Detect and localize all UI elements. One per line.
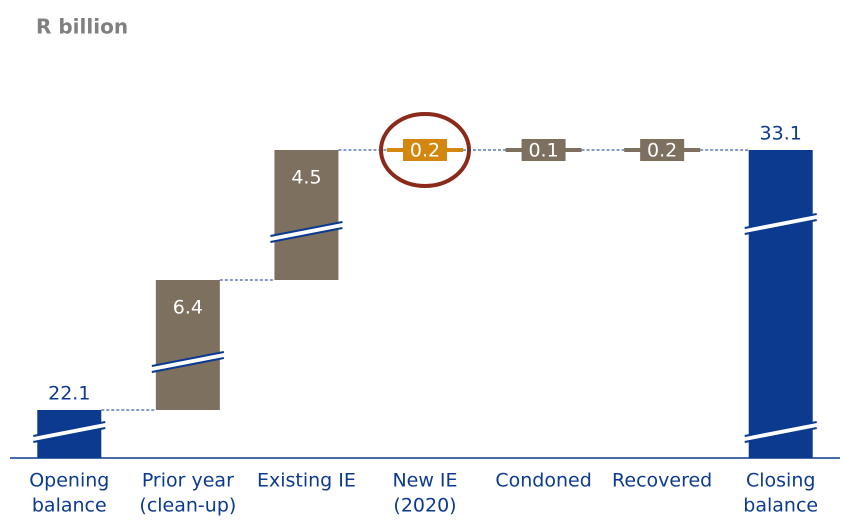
axis-break-line <box>270 227 343 243</box>
value-label: 22.1 <box>48 383 90 405</box>
x-tick-label: balance <box>32 495 107 517</box>
bar <box>640 139 685 161</box>
x-tick-label: Condoned <box>495 470 591 492</box>
axis-break-line <box>33 427 106 443</box>
chart-title: R billion <box>36 15 128 39</box>
x-tick-label: (clean-up) <box>139 495 236 517</box>
value-label: 0.2 <box>647 140 677 162</box>
axis-break <box>270 222 343 242</box>
x-tick-label: Closing <box>746 470 815 492</box>
axis-break-line <box>744 213 817 229</box>
axis-break <box>33 422 106 442</box>
axis-break-line <box>151 351 225 367</box>
axis-break <box>744 214 817 234</box>
bar <box>521 139 566 161</box>
axis-break-line <box>270 221 343 237</box>
value-label: 6.4 <box>173 297 203 319</box>
bar <box>155 280 220 410</box>
bar <box>274 150 339 280</box>
bar <box>748 150 813 458</box>
x-tick-label: New IE <box>392 470 457 492</box>
axis-break <box>744 422 817 442</box>
axis-break <box>151 352 224 372</box>
x-tick-label: Prior year <box>142 470 234 492</box>
axis-break-line <box>744 219 817 235</box>
axis-break-line <box>744 421 817 437</box>
x-tick-label: Recovered <box>612 470 712 492</box>
value-label: 0.1 <box>528 140 558 162</box>
x-tick-label: Opening <box>29 470 109 492</box>
axis-break-line <box>33 421 106 437</box>
x-tick-label: balance <box>743 495 818 517</box>
axis-break-line <box>151 357 225 373</box>
axis-break-line <box>744 427 817 443</box>
value-label: 4.5 <box>291 167 321 189</box>
bar <box>403 139 447 161</box>
value-label: 0.2 <box>410 140 440 162</box>
x-tick-label: Existing IE <box>257 470 356 492</box>
x-tick-label: (2020) <box>393 495 456 517</box>
value-label: 33.1 <box>760 123 802 145</box>
